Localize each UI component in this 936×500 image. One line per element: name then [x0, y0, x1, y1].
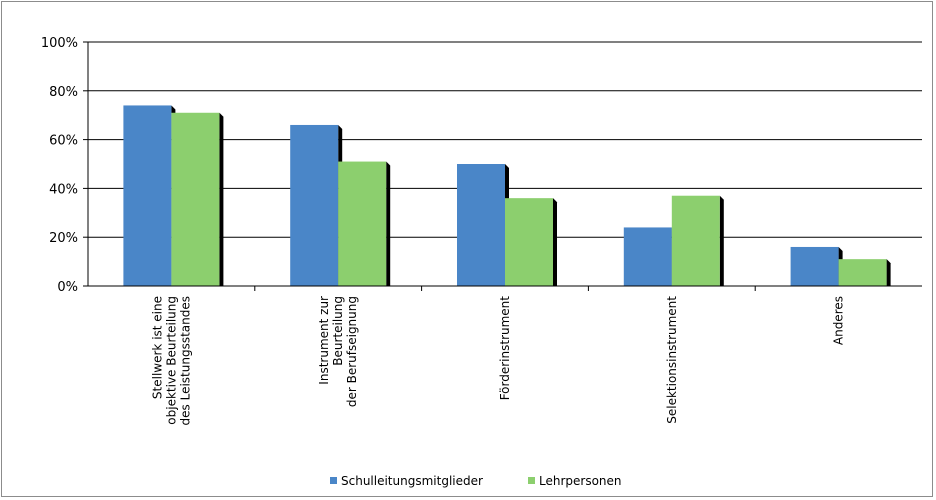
x-category-label-line: des Leistungsstandes	[178, 296, 192, 425]
bar	[790, 246, 839, 286]
bar	[457, 164, 505, 286]
x-category-label: Stellwerk ist eine objektive Beurteilung d…	[150, 296, 192, 425]
y-tick-label: 0%	[57, 280, 78, 295]
y-tick-labels: 0% 20% 40% 60% 80% 100%	[41, 36, 78, 295]
bar-shadow	[219, 112, 224, 286]
bar	[338, 161, 387, 286]
legend: Schulleitungsmitglieder Lehrpersonen	[330, 474, 622, 488]
x-category-label-line: Anderes	[832, 296, 846, 345]
y-tick-label: 40%	[49, 182, 78, 197]
x-category-label-line: der Berufseignung	[345, 296, 359, 407]
bar	[671, 195, 720, 286]
x-category-label: Selektionsinstrument	[665, 296, 679, 424]
legend-label: Schulleitungsmitglieder	[341, 474, 483, 488]
legend-swatch	[330, 477, 337, 484]
x-category-label-line: objektive Beurteilung	[164, 296, 178, 425]
y-tick-label: 100%	[41, 36, 78, 51]
bar	[123, 105, 172, 286]
bar-shadow	[719, 195, 724, 286]
x-category-label-line: Beurteilung	[331, 296, 345, 366]
bar	[171, 112, 220, 286]
bar-shadow	[553, 198, 557, 286]
legend-swatch	[528, 477, 535, 484]
legend-label: Lehrpersonen	[539, 474, 622, 488]
x-category-labels: Stellwerk ist eine objektive Beurteilung d…	[150, 296, 845, 426]
axes	[83, 41, 922, 291]
y-tick-label: 20%	[49, 231, 78, 246]
bar	[505, 198, 553, 286]
x-category-label-line: Förderinstrument	[498, 296, 512, 401]
bar	[838, 259, 887, 286]
x-category-label: Anderes	[832, 296, 846, 345]
x-category-label-line: Stellwerk ist eine	[150, 296, 164, 399]
x-category-label: Förderinstrument	[498, 296, 512, 401]
bar-shadow	[386, 161, 391, 286]
x-category-label-line: Instrument zur	[317, 296, 331, 385]
y-tick-label: 80%	[49, 85, 78, 100]
x-category-label-line: Selektionsinstrument	[665, 296, 679, 424]
bar-shadow	[886, 259, 891, 286]
bars	[123, 105, 891, 287]
x-category-label: Instrument zur Beurteilung der Berufseignu…	[317, 296, 359, 407]
bar	[290, 124, 339, 287]
y-tick-label: 60%	[49, 134, 78, 149]
bar	[623, 227, 672, 286]
